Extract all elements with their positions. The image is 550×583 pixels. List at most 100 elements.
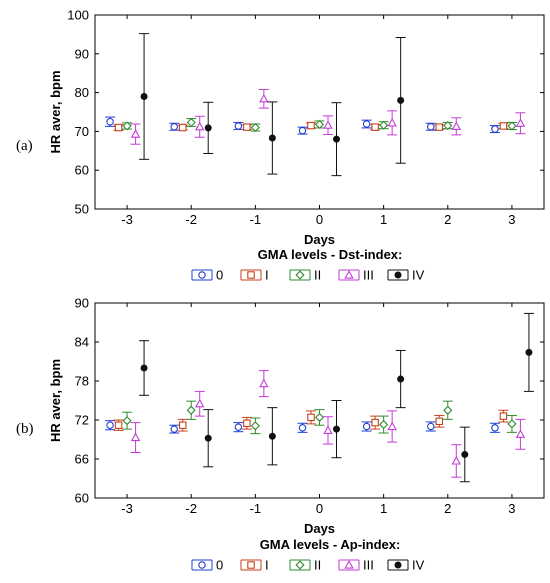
- y-tick-label: 60: [75, 491, 89, 506]
- data-point: [387, 117, 397, 127]
- legend-label: III: [363, 558, 374, 573]
- data-point: [515, 429, 526, 438]
- data-point: [250, 421, 260, 431]
- series-0: [105, 420, 500, 434]
- legend-item: IV: [387, 268, 425, 283]
- legend-title: GMA levels - Ap-index:: [260, 537, 401, 552]
- data-point: [427, 422, 435, 431]
- x-tick-label: 0: [316, 212, 323, 227]
- x-tick-label: -3: [121, 501, 133, 516]
- data-point: [397, 375, 405, 383]
- data-point: [194, 121, 205, 131]
- data-point: [507, 419, 517, 429]
- x-axis-label: Days: [304, 232, 335, 247]
- series-II: [122, 117, 517, 133]
- data-point: [314, 412, 325, 422]
- data-point: [307, 413, 315, 422]
- legend-label: 0: [216, 558, 223, 573]
- data-point: [243, 123, 251, 131]
- legend-item: 0: [191, 558, 223, 573]
- legend-marker: [344, 270, 354, 279]
- data-point: [515, 118, 526, 127]
- legend-marker: [198, 271, 206, 279]
- data-point: [435, 123, 444, 131]
- data-point: [507, 121, 517, 131]
- data-point: [140, 364, 148, 372]
- x-tick-label: 3: [508, 212, 515, 227]
- legend-label: 0: [216, 268, 223, 283]
- data-point: [178, 421, 187, 429]
- legend-label: II: [314, 558, 321, 573]
- data-point: [427, 122, 435, 131]
- data-point: [106, 421, 114, 429]
- series-III: [130, 370, 526, 478]
- data-point: [371, 418, 379, 427]
- legend-marker: [198, 561, 206, 569]
- y-axis-label: HR aver, bpm: [48, 70, 63, 153]
- series-IV: [139, 33, 406, 177]
- data-point: [204, 124, 212, 132]
- data-point: [451, 456, 462, 465]
- legend-label: I: [265, 558, 269, 573]
- y-tick-label: 100: [67, 8, 89, 23]
- data-point: [499, 122, 508, 130]
- series-IV: [139, 312, 534, 483]
- x-tick-label: 3: [508, 501, 515, 516]
- data-point: [234, 423, 243, 431]
- y-tick-label: 66: [75, 452, 89, 467]
- data-point: [234, 122, 243, 130]
- x-tick-label: -2: [185, 501, 197, 516]
- data-point: [371, 123, 379, 131]
- data-point: [186, 405, 196, 415]
- series-I: [113, 409, 509, 432]
- panel-label: (b): [16, 421, 34, 437]
- y-tick-label: 60: [75, 163, 89, 178]
- data-point: [250, 122, 260, 133]
- panel-label: (a): [16, 138, 33, 154]
- data-point: [451, 121, 462, 130]
- data-point: [298, 126, 307, 135]
- legend-item: III: [338, 268, 374, 283]
- data-point: [397, 96, 405, 104]
- data-point: [387, 421, 397, 431]
- data-point: [122, 121, 132, 131]
- x-tick-label: 1: [380, 212, 387, 227]
- plot-frame: [94, 14, 545, 210]
- data-point: [443, 121, 453, 131]
- data-point: [140, 92, 148, 100]
- legend-marker: [295, 560, 305, 570]
- data-point: [499, 412, 508, 420]
- data-point: [268, 432, 276, 440]
- data-point: [333, 425, 340, 433]
- data-point: [362, 120, 371, 128]
- legend-marker: [247, 271, 255, 279]
- data-point: [114, 421, 123, 429]
- data-point: [122, 416, 132, 426]
- legend-label: IV: [412, 558, 425, 573]
- series-III: [130, 88, 526, 145]
- x-axis-label: Days: [304, 521, 335, 536]
- data-point: [525, 348, 533, 356]
- legend-item: I: [240, 558, 269, 573]
- data-point: [298, 424, 307, 432]
- data-point: [194, 398, 205, 408]
- legend-item: 0: [191, 268, 223, 283]
- data-point: [130, 129, 141, 138]
- y-tick-label: 78: [75, 374, 89, 389]
- legend-title: GMA levels - Dst-index:: [258, 247, 403, 262]
- series-0: [105, 116, 500, 135]
- data-point: [114, 123, 123, 132]
- y-tick-label: 90: [75, 46, 89, 61]
- data-point: [259, 93, 269, 103]
- x-tick-label: 2: [444, 212, 451, 227]
- legend-marker: [295, 270, 305, 280]
- y-axis-label: HR aver, bpm: [48, 359, 63, 442]
- plot-frame: [94, 302, 545, 499]
- y-tick-label: 90: [75, 296, 89, 311]
- data-point: [443, 405, 453, 415]
- data-point: [204, 434, 212, 442]
- x-tick-label: -2: [185, 212, 197, 227]
- data-point: [323, 120, 333, 129]
- y-tick-label: 80: [75, 85, 89, 100]
